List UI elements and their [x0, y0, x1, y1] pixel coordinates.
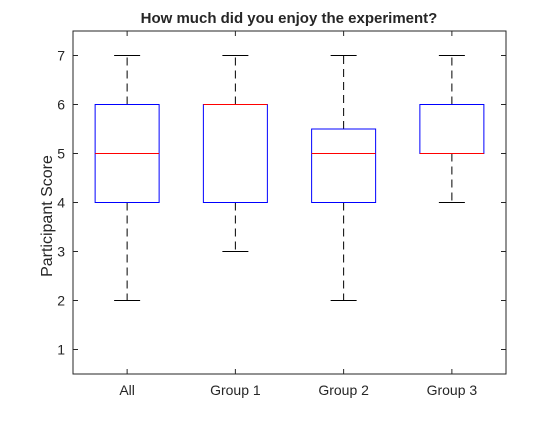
y-tick-label: 5 — [57, 146, 65, 162]
box-group-3 — [419, 55, 485, 203]
x-tick-label: Group 1 — [210, 382, 261, 398]
y-axis-ticks: 1 2 3 4 5 6 7 — [57, 48, 506, 358]
y-tick-label: 1 — [57, 342, 65, 358]
y-tick-label: 6 — [57, 97, 65, 113]
interquartile-box — [419, 104, 485, 154]
interquartile-box — [202, 104, 268, 203]
box-group-2 — [311, 55, 377, 301]
chart-title: How much did you enjoy the experiment? — [141, 10, 438, 27]
x-axis-ticks: All Group 1 Group 2 Group 3 — [119, 31, 477, 398]
box-all — [94, 55, 160, 301]
x-tick-label: Group 2 — [318, 382, 369, 398]
y-tick-label: 2 — [57, 293, 65, 309]
y-axis-label: Participant Score — [39, 155, 56, 277]
interquartile-box — [311, 128, 377, 203]
box-group-1 — [202, 55, 268, 252]
y-tick-label: 3 — [57, 244, 65, 260]
x-tick-label: Group 3 — [427, 382, 478, 398]
box-series — [94, 55, 485, 301]
x-tick-label: All — [119, 382, 135, 398]
y-tick-label: 7 — [57, 48, 65, 64]
y-tick-label: 4 — [57, 195, 65, 211]
